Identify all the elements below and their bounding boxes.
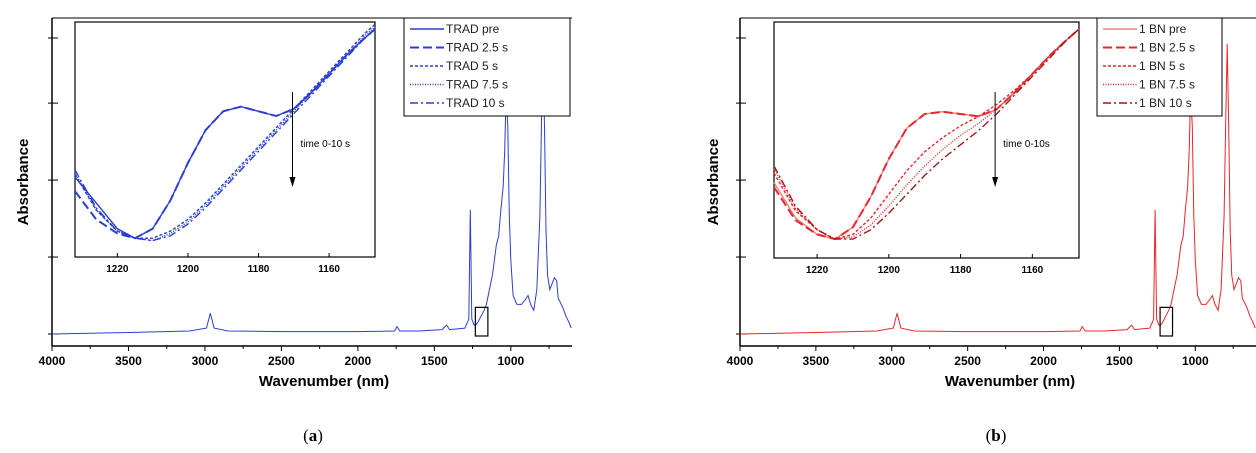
time-arrow-head bbox=[289, 177, 296, 187]
legend-box bbox=[403, 17, 571, 117]
inset-series-line bbox=[773, 28, 1080, 240]
inset-x-tick-label: 1200 bbox=[177, 264, 200, 275]
inset-x-tick-label: 1180 bbox=[950, 265, 972, 276]
inset-series-line bbox=[74, 23, 376, 239]
x-tick-label: 2500 bbox=[268, 354, 295, 368]
x-tick-label: 2500 bbox=[954, 354, 981, 368]
inset-x-tick-label: 1220 bbox=[106, 264, 129, 275]
x-tick-label: 1000 bbox=[1182, 354, 1209, 368]
x-tick-label: 1500 bbox=[421, 354, 448, 368]
x-tick-label: 3000 bbox=[878, 354, 905, 368]
legend-label: TRAD 7.5 s bbox=[446, 78, 508, 92]
inset-x-tick-label: 1180 bbox=[248, 264, 270, 275]
time-annotation: time 0-10s bbox=[1003, 139, 1050, 150]
inset-series-line bbox=[773, 28, 1080, 240]
main-spectrum-line bbox=[739, 43, 1256, 335]
time-annotation: time 0-10 s bbox=[301, 139, 350, 150]
chart-panel-a: 4000 3500 3000 2500 2000 1500 1000 Wavenumber (… bbox=[15, 17, 572, 445]
inset-frame bbox=[74, 21, 376, 258]
inset-x-tick-label: 1160 bbox=[318, 264, 340, 275]
x-tick-label: 2000 bbox=[1030, 354, 1057, 368]
inset-series-line bbox=[74, 28, 376, 240]
x-tick-label: 4000 bbox=[39, 354, 66, 368]
y-axis-title: Absorbance bbox=[15, 139, 32, 226]
legend-label: 1 BN 10 s bbox=[1139, 96, 1192, 110]
x-tick-label: 4000 bbox=[727, 354, 754, 368]
x-tick-label: 2000 bbox=[345, 354, 372, 368]
inset-frame bbox=[773, 21, 1080, 259]
legend-label: 1 BN 2.5 s bbox=[1139, 41, 1195, 55]
legend-label: 1 BN 5 s bbox=[1139, 59, 1185, 73]
x-tick-label: 3500 bbox=[803, 354, 830, 368]
panel-caption: (a) bbox=[303, 426, 323, 445]
inset-series-line bbox=[74, 26, 376, 242]
inset-x-tick-label: 1200 bbox=[878, 265, 901, 276]
y-axis-title: Absorbance bbox=[705, 139, 722, 226]
zoom-region-box bbox=[1159, 306, 1174, 337]
inset-x-tick-label: 1220 bbox=[806, 265, 829, 276]
x-tick-label: 1500 bbox=[1106, 354, 1133, 368]
legend-label: TRAD pre bbox=[446, 22, 500, 36]
x-tick-label: 1000 bbox=[497, 354, 524, 368]
x-axis-title: Wavenumber (nm) bbox=[945, 373, 1075, 390]
time-arrow-head bbox=[992, 177, 999, 187]
legend-label: TRAD 10 s bbox=[446, 96, 505, 110]
inset-series-line bbox=[74, 28, 376, 242]
legend-label: 1 BN pre bbox=[1139, 22, 1187, 36]
x-axis-title: Wavenumber (nm) bbox=[259, 373, 389, 390]
zoom-region-box bbox=[474, 306, 489, 337]
legend-box bbox=[1096, 17, 1223, 117]
inset-x-tick-label: 1160 bbox=[1022, 265, 1044, 276]
chart-panel-b: 4000 3500 3000 2500 2000 1500 1000 Wavenumber (… bbox=[705, 17, 1256, 445]
inset-series-line bbox=[773, 28, 1080, 240]
panel-caption: (b) bbox=[986, 426, 1007, 445]
legend-label: 1 BN 7.5 s bbox=[1139, 78, 1195, 92]
x-tick-label: 3000 bbox=[192, 354, 219, 368]
legend-label: TRAD 5 s bbox=[446, 59, 498, 73]
legend-label: TRAD 2.5 s bbox=[446, 41, 508, 55]
x-tick-label: 3500 bbox=[115, 354, 142, 368]
main-spectrum-line bbox=[51, 43, 572, 335]
